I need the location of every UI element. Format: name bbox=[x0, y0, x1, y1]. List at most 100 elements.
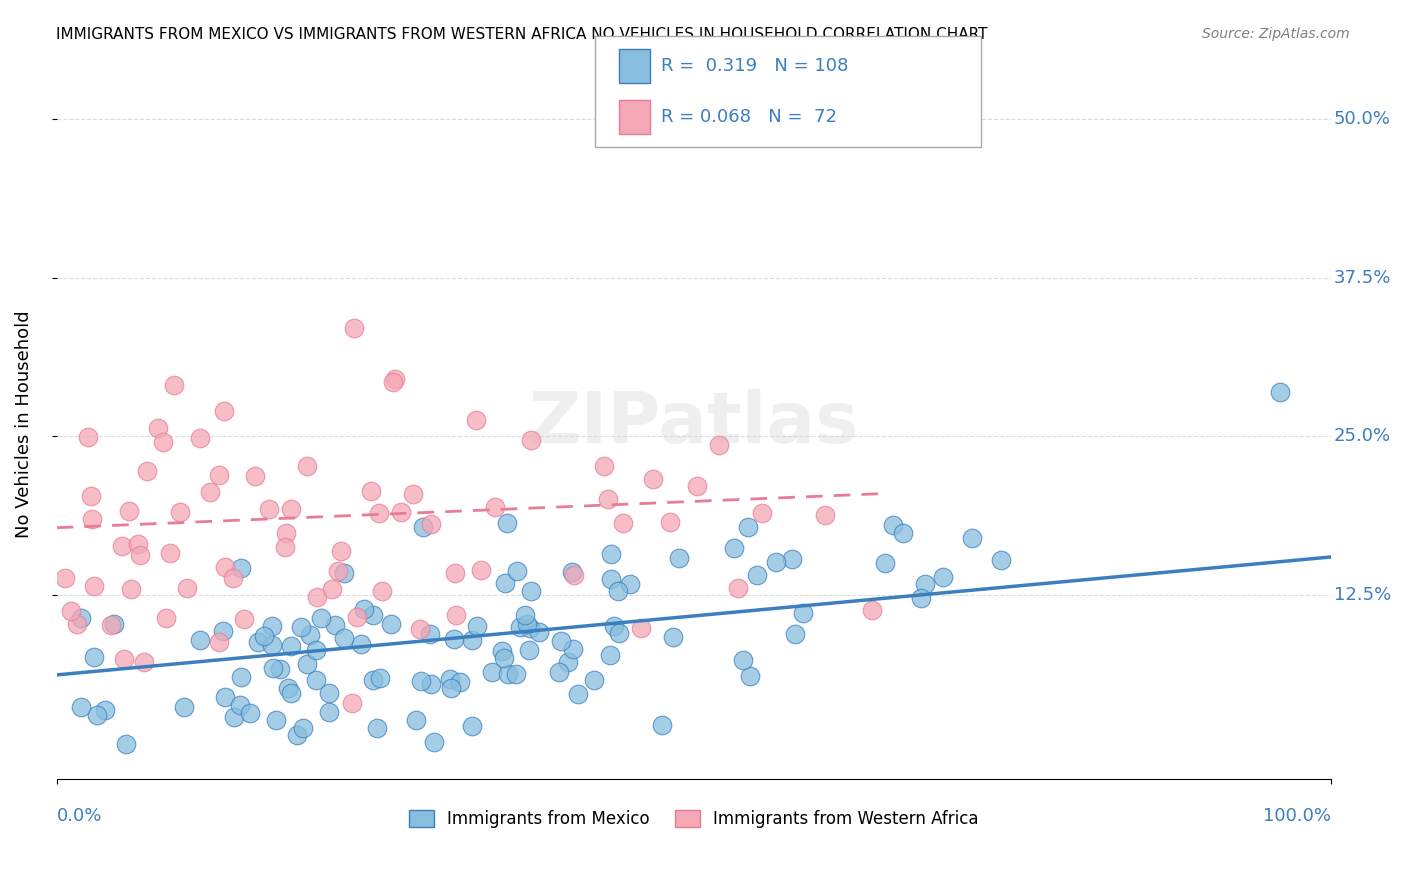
Point bbox=[419, 627, 441, 641]
Point bbox=[439, 673, 461, 687]
Point bbox=[519, 434, 541, 448]
Point bbox=[464, 413, 486, 427]
Point bbox=[443, 566, 465, 581]
Point bbox=[103, 617, 125, 632]
Point bbox=[505, 667, 527, 681]
Point bbox=[229, 698, 252, 712]
Point bbox=[562, 567, 585, 582]
Point bbox=[737, 520, 759, 534]
Point bbox=[332, 566, 354, 581]
Point bbox=[280, 502, 302, 516]
Point bbox=[285, 728, 308, 742]
Point bbox=[467, 619, 489, 633]
Point bbox=[76, 430, 98, 444]
Point bbox=[751, 506, 773, 520]
Point bbox=[733, 653, 755, 667]
Point bbox=[198, 484, 221, 499]
Point bbox=[368, 671, 391, 685]
Point bbox=[419, 677, 441, 691]
Point bbox=[547, 665, 569, 680]
Point bbox=[506, 564, 529, 578]
Point bbox=[121, 582, 143, 596]
Point bbox=[962, 531, 984, 545]
Point bbox=[686, 478, 709, 492]
Point bbox=[114, 737, 136, 751]
Point bbox=[723, 541, 745, 555]
Y-axis label: No Vehicles in Household: No Vehicles in Household bbox=[15, 310, 32, 538]
Point bbox=[641, 472, 664, 486]
Point bbox=[423, 735, 446, 749]
Point bbox=[353, 602, 375, 616]
Point bbox=[229, 561, 252, 575]
Point bbox=[208, 467, 231, 482]
Point bbox=[127, 536, 149, 550]
Point bbox=[232, 612, 254, 626]
Point bbox=[783, 627, 806, 641]
Point bbox=[461, 633, 484, 648]
Point bbox=[391, 505, 413, 519]
Point bbox=[561, 565, 583, 579]
Point bbox=[295, 459, 318, 474]
Point bbox=[343, 321, 366, 335]
Point bbox=[110, 539, 132, 553]
Point bbox=[384, 371, 406, 385]
Point bbox=[780, 552, 803, 566]
Point bbox=[274, 526, 297, 541]
Point bbox=[229, 670, 252, 684]
Point bbox=[727, 581, 749, 595]
Point bbox=[53, 571, 76, 585]
Point bbox=[567, 687, 589, 701]
Point bbox=[496, 516, 519, 531]
Point bbox=[188, 431, 211, 445]
Point bbox=[118, 504, 141, 518]
Point bbox=[326, 564, 349, 578]
Point bbox=[208, 635, 231, 649]
Point bbox=[745, 568, 768, 582]
Point bbox=[222, 571, 245, 585]
Point bbox=[494, 650, 516, 665]
Point bbox=[280, 639, 302, 653]
Point bbox=[910, 591, 932, 606]
Point bbox=[159, 546, 181, 560]
Point bbox=[83, 650, 105, 665]
Point bbox=[367, 506, 389, 520]
Point bbox=[765, 555, 787, 569]
Point bbox=[792, 606, 814, 620]
Point bbox=[86, 708, 108, 723]
Point bbox=[582, 673, 605, 687]
Point bbox=[253, 629, 276, 643]
Point bbox=[516, 616, 538, 631]
Point bbox=[509, 620, 531, 634]
Text: 12.5%: 12.5% bbox=[1334, 586, 1392, 604]
Point bbox=[498, 667, 520, 681]
Point bbox=[814, 508, 837, 522]
Point bbox=[470, 563, 492, 577]
Point bbox=[366, 721, 388, 735]
Point bbox=[494, 575, 516, 590]
Point bbox=[409, 674, 432, 689]
Point bbox=[132, 656, 155, 670]
Point bbox=[291, 721, 314, 735]
Point bbox=[599, 648, 621, 662]
Point bbox=[346, 610, 368, 624]
Point bbox=[557, 655, 579, 669]
Point bbox=[247, 634, 270, 648]
Point bbox=[600, 547, 623, 561]
Point bbox=[318, 706, 340, 720]
Point bbox=[599, 572, 621, 586]
Point bbox=[298, 628, 321, 642]
Text: 50.0%: 50.0% bbox=[1334, 111, 1391, 128]
Point bbox=[603, 618, 626, 632]
Point bbox=[305, 673, 328, 687]
Point bbox=[305, 643, 328, 657]
Point bbox=[593, 458, 616, 473]
Point bbox=[257, 502, 280, 516]
Point bbox=[350, 637, 373, 651]
Point bbox=[914, 577, 936, 591]
Point bbox=[70, 611, 93, 625]
Point bbox=[409, 623, 432, 637]
Text: IMMIGRANTS FROM MEXICO VS IMMIGRANTS FROM WESTERN AFRICA NO VEHICLES IN HOUSEHOL: IMMIGRANTS FROM MEXICO VS IMMIGRANTS FRO… bbox=[56, 27, 988, 42]
Point bbox=[112, 652, 135, 666]
Point bbox=[318, 686, 340, 700]
Point bbox=[309, 611, 332, 625]
